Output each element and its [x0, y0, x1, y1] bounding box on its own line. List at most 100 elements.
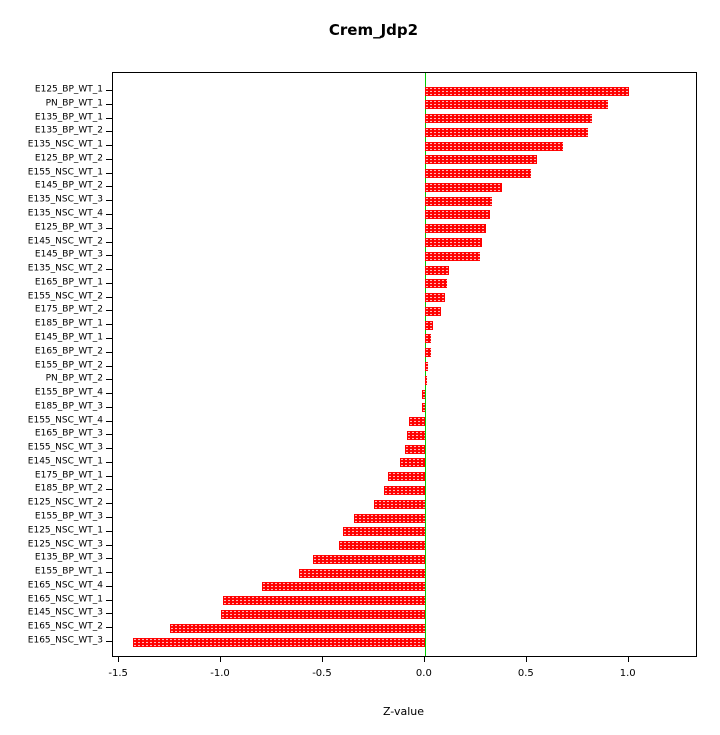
y-axis-tick [106, 200, 112, 202]
y-axis-tick [106, 324, 112, 326]
y-axis-tick [106, 351, 112, 353]
bar [424, 334, 431, 344]
y-axis-label: E165_NSC_WT_1 [27, 594, 103, 605]
bar [424, 279, 448, 289]
y-axis-tick [106, 517, 112, 519]
bar [424, 348, 431, 358]
bar [221, 609, 425, 619]
y-axis-label: E145_NSC_WT_3 [27, 607, 103, 618]
x-axis-tick-label: -1.0 [210, 668, 230, 679]
y-axis-label: E135_NSC_WT_4 [27, 208, 103, 219]
y-axis-label: E185_BP_WT_1 [34, 318, 103, 329]
y-axis-tick [106, 227, 112, 229]
y-axis-label: E135_BP_WT_2 [34, 125, 103, 136]
y-axis-label: E145_BP_WT_1 [34, 332, 103, 343]
y-axis-tick [106, 613, 112, 615]
y-axis-label: E135_BP_WT_3 [34, 552, 103, 563]
x-axis-tick [118, 656, 120, 662]
y-axis-tick [106, 365, 112, 367]
y-axis-tick [106, 585, 112, 587]
bar [424, 114, 593, 124]
y-axis-tick [106, 310, 112, 312]
y-axis-tick [106, 269, 112, 271]
bar [424, 265, 450, 275]
y-axis-tick [106, 145, 112, 147]
y-axis-tick [106, 627, 112, 629]
bar [424, 224, 487, 234]
bar [223, 596, 425, 606]
bar [424, 293, 446, 303]
y-axis-tick [106, 158, 112, 160]
y-axis-tick [106, 90, 112, 91]
y-axis-tick [106, 572, 112, 574]
y-axis-label: E145_BP_WT_3 [34, 249, 103, 260]
bar [424, 238, 482, 248]
y-axis-tick [106, 558, 112, 560]
y-axis-tick [106, 337, 112, 339]
x-axis-tick [220, 656, 222, 662]
bar [421, 389, 425, 399]
y-axis-label: E135_BP_WT_1 [34, 112, 103, 123]
y-axis-tick [106, 213, 112, 215]
bar [424, 362, 428, 371]
y-axis-tick [106, 117, 112, 119]
y-axis-label: E165_BP_WT_3 [34, 428, 103, 439]
y-axis-tick [106, 131, 112, 133]
y-axis-tick [106, 448, 112, 450]
x-axis-title: Z-value [382, 705, 425, 718]
bar [424, 375, 427, 385]
y-axis-label: E135_NSC_WT_3 [27, 194, 103, 205]
y-axis-tick [106, 379, 112, 381]
y-axis-label: E155_BP_WT_1 [34, 566, 103, 577]
y-axis-label: E125_BP_WT_3 [34, 222, 103, 233]
y-axis-label: E175_BP_WT_1 [34, 470, 103, 481]
bar [404, 444, 425, 454]
bar [424, 210, 491, 220]
y-axis-label: E125_NSC_WT_2 [27, 497, 103, 508]
y-axis-label: E155_BP_WT_4 [34, 387, 103, 398]
y-axis-tick [106, 282, 112, 284]
y-axis-label: E145_BP_WT_2 [34, 180, 103, 191]
y-axis-label: E155_NSC_WT_4 [27, 415, 103, 426]
y-axis-tick [106, 172, 112, 174]
y-axis-tick [106, 241, 112, 243]
y-axis-label: E165_BP_WT_1 [34, 277, 103, 288]
x-axis-tick-label: -1.5 [108, 668, 128, 679]
y-axis-label: E145_NSC_WT_2 [27, 236, 103, 247]
y-axis-label: E185_BP_WT_3 [34, 401, 103, 412]
bar [406, 430, 425, 440]
bar [261, 582, 425, 592]
y-axis-label: E125_NSC_WT_1 [27, 525, 103, 536]
y-axis-label: PN_BP_WT_2 [45, 373, 103, 384]
bar [424, 127, 588, 137]
x-axis-tick [627, 656, 629, 662]
bar [388, 472, 425, 482]
bar [343, 527, 425, 537]
bar [421, 403, 425, 413]
y-axis-tick [106, 103, 112, 105]
y-axis-label: E175_BP_WT_2 [34, 304, 103, 315]
y-axis-tick [106, 489, 112, 491]
y-axis-label: E155_NSC_WT_3 [27, 442, 103, 453]
bar [373, 499, 425, 509]
y-axis-tick [106, 255, 112, 257]
bar [424, 182, 503, 192]
x-axis-tick-label: -0.5 [312, 668, 332, 679]
bar [400, 458, 425, 468]
y-axis-label: E155_BP_WT_3 [34, 511, 103, 522]
y-axis-tick [106, 475, 112, 477]
bar [424, 100, 609, 110]
bar [408, 417, 425, 427]
y-axis-tick [106, 641, 112, 642]
y-axis-label: E135_NSC_WT_2 [27, 263, 103, 274]
bar [424, 306, 442, 316]
y-axis-label: E165_NSC_WT_2 [27, 621, 103, 632]
y-axis-tick [106, 393, 112, 395]
bar [424, 320, 434, 330]
y-axis-label: E125_BP_WT_2 [34, 153, 103, 164]
y-axis-label: E125_NSC_WT_3 [27, 539, 103, 550]
bar [424, 141, 564, 151]
y-axis-tick [106, 434, 112, 436]
x-axis-tick-label: 0.0 [415, 668, 432, 679]
x-axis-tick [423, 656, 425, 662]
